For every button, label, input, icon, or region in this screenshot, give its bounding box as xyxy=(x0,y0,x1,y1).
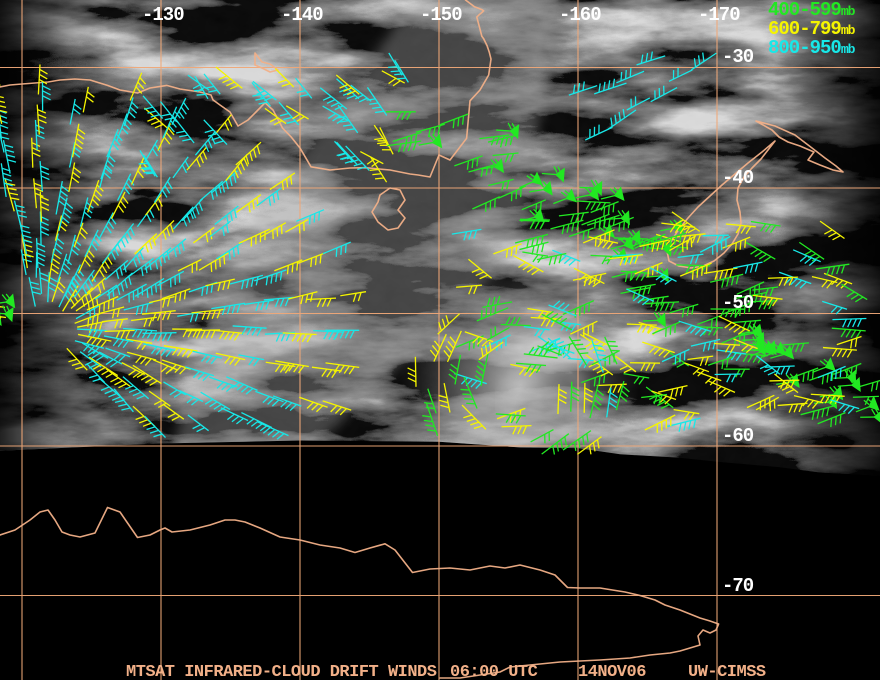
svg-text:-140: -140 xyxy=(281,4,323,26)
svg-text:MTSAT INFRARED-CLOUD DRIFT WIN: MTSAT INFRARED-CLOUD DRIFT WINDS xyxy=(126,663,437,680)
svg-text:-150: -150 xyxy=(420,4,462,26)
svg-text:-30: -30 xyxy=(722,46,754,68)
svg-text:UW-CIMSS: UW-CIMSS xyxy=(688,663,766,680)
svg-text:-50: -50 xyxy=(722,292,754,314)
svg-text:-70: -70 xyxy=(722,575,754,597)
svg-text:-170: -170 xyxy=(698,4,740,26)
svg-text:-130: -130 xyxy=(142,4,184,26)
svg-text:14NOV06: 14NOV06 xyxy=(578,663,646,680)
svg-text:-40: -40 xyxy=(722,167,754,189)
svg-text:-60: -60 xyxy=(722,425,754,447)
svg-text:-160: -160 xyxy=(559,4,601,26)
svg-text:06:00 UTC: 06:00 UTC xyxy=(450,663,538,680)
